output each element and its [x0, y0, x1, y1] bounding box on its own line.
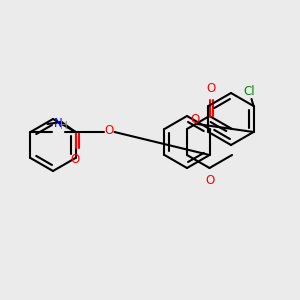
Text: O: O — [205, 174, 214, 187]
Text: O: O — [206, 82, 215, 95]
Text: Cl: Cl — [244, 85, 255, 98]
Text: N: N — [53, 117, 62, 130]
Text: O: O — [105, 124, 114, 137]
Text: H: H — [61, 121, 68, 131]
Text: O: O — [71, 153, 80, 166]
Text: O: O — [190, 113, 199, 126]
